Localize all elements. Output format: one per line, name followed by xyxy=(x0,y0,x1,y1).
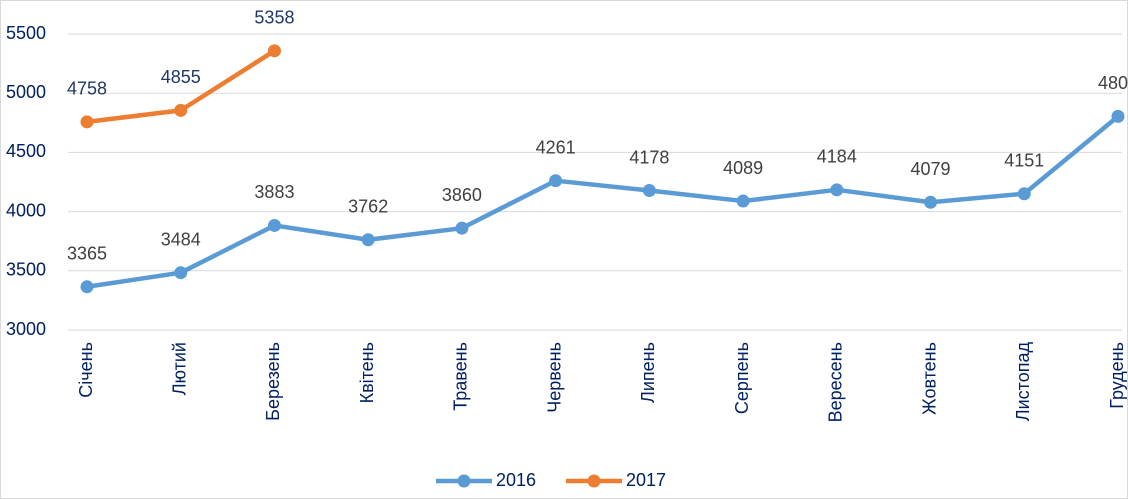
data-label: 4151 xyxy=(1004,150,1044,170)
x-tick-label: Вересень xyxy=(826,342,846,422)
data-point xyxy=(1017,187,1031,201)
data-point xyxy=(455,221,469,235)
legend-label: 2017 xyxy=(626,470,666,490)
data-point xyxy=(736,194,750,208)
x-tick-label: Липень xyxy=(638,342,658,403)
series-line xyxy=(86,114,1120,290)
data-point xyxy=(549,174,563,188)
x-tick-label: Серпень xyxy=(732,342,752,414)
data-label: 4079 xyxy=(911,159,951,179)
data-point xyxy=(174,266,188,280)
data-point xyxy=(174,103,188,117)
x-tick-label: Квітень xyxy=(357,342,377,403)
data-label: 4855 xyxy=(161,67,201,87)
y-tick-label: 5500 xyxy=(6,23,46,43)
data-point xyxy=(267,218,281,232)
data-point xyxy=(924,195,938,209)
data-point xyxy=(830,183,844,197)
data-point xyxy=(1111,109,1125,123)
y-tick-label: 3000 xyxy=(6,319,46,339)
data-label: 5358 xyxy=(254,8,294,28)
legend-marker xyxy=(457,474,471,488)
data-label: 3883 xyxy=(254,182,294,202)
data-label: 3365 xyxy=(67,244,107,264)
data-label: 4261 xyxy=(536,137,576,157)
data-label: 4178 xyxy=(629,147,669,167)
data-label: 3484 xyxy=(161,229,201,249)
y-tick-label: 3500 xyxy=(6,260,46,280)
data-label: 4089 xyxy=(723,158,763,178)
data-label: 4184 xyxy=(817,147,857,167)
x-tick-label: Листопад xyxy=(1013,342,1033,422)
data-label: 4758 xyxy=(67,79,107,99)
x-tick-label: Грудень xyxy=(1107,342,1127,409)
data-point xyxy=(267,44,281,58)
x-tick-label: Жовтень xyxy=(919,342,939,415)
data-label: 3860 xyxy=(442,185,482,205)
x-tick-label: Червень xyxy=(544,342,564,413)
x-tick-label: Травень xyxy=(451,342,471,411)
data-point xyxy=(80,115,94,129)
data-label: 3762 xyxy=(348,197,388,217)
legend-label: 2016 xyxy=(496,470,536,490)
x-tick-label: Березень xyxy=(263,342,283,421)
x-tick-label: Лютий xyxy=(169,342,189,395)
data-point xyxy=(642,184,656,198)
legend-marker xyxy=(587,474,601,488)
y-tick-label: 5000 xyxy=(6,82,46,102)
y-tick-label: 4500 xyxy=(6,141,46,161)
data-point xyxy=(361,233,375,247)
data-point xyxy=(80,280,94,294)
y-tick-label: 4000 xyxy=(6,200,46,220)
x-tick-label: Січень xyxy=(76,342,96,398)
